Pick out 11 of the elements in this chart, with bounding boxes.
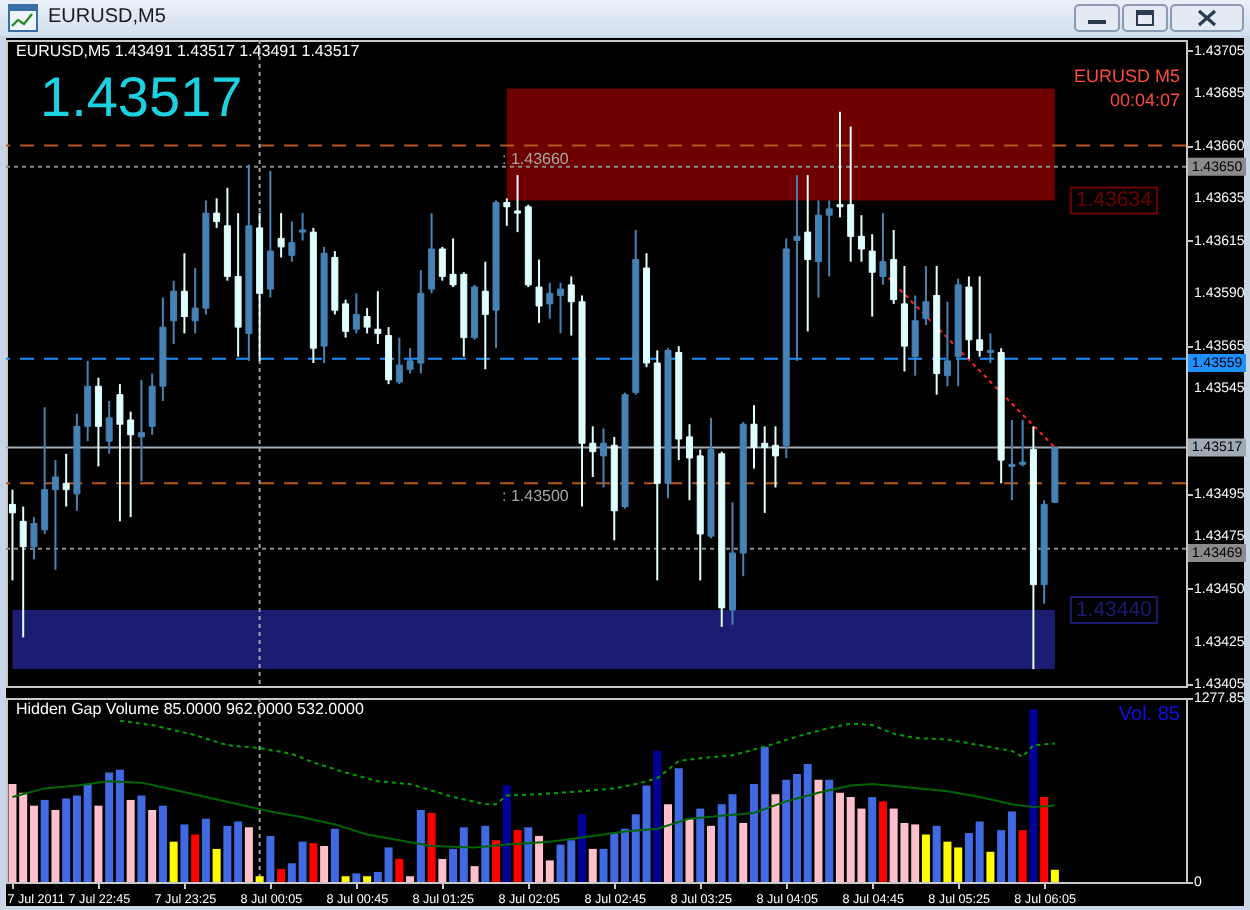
ref-line-label: : 1.43500 xyxy=(502,487,570,506)
annotation: 1.43517 xyxy=(40,66,243,128)
annotation: Vol. 85 xyxy=(1118,704,1181,726)
legend-label: 1.43440 xyxy=(1075,598,1153,622)
text: EURUSD,M5 xyxy=(48,6,166,30)
annotation: EURUSD M5 xyxy=(1073,66,1180,86)
legend-label: 1.43634 xyxy=(1075,188,1153,213)
chart-title: Hidden Gap Volume 85.0000 962.0000 532.0000 xyxy=(16,700,365,718)
annotation: 00:04:07 xyxy=(1109,90,1180,110)
ref-line-label: : 1.43660 xyxy=(502,149,570,168)
chart-title: EURUSD,M5 1.43491 1.43517 1.43491 1.43517 xyxy=(16,42,361,60)
